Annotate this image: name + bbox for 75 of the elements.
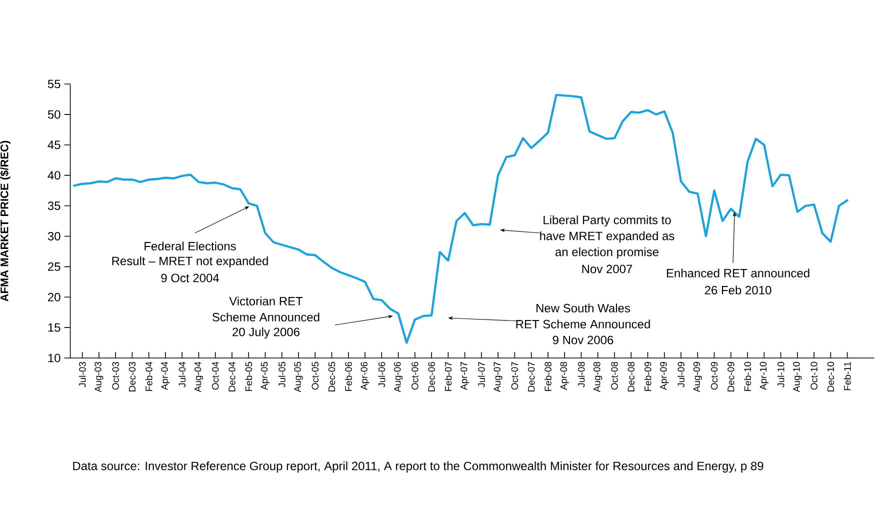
x-tick-label: Aug-06 [394,362,403,392]
x-tick-label: Aug-03 [94,362,104,392]
y-tick-label: 15 [48,323,60,332]
x-tick-label: Feb-07 [444,362,452,391]
y-tick-label: 45 [48,140,60,150]
x-tick-label: Dec-05 [328,362,336,392]
x-tick-label: Jul-10 [777,362,784,388]
x-tick-label: Dec-04 [228,362,236,392]
x-tick-label: Aug-07 [494,362,502,392]
x-tick-label: Jul-09 [678,362,684,388]
x-tick-label: Aug-08 [594,362,602,392]
x-tick-label: Jul-04 [178,362,186,388]
x-tick-label: Dec-06 [428,362,435,392]
x-tick-label: Dec-09 [728,362,734,392]
x-tick-label: Dec-10 [827,362,834,392]
x-tick-label: Oct-10 [810,362,818,390]
y-tick-label: 55 [48,80,60,88]
annotation: Result – MRET not expanded [112,256,268,268]
x-tick-label: Oct-04 [212,362,219,390]
y-tick-label: 25 [48,262,60,271]
x-tick-label: Dec-08 [628,362,634,392]
annotation: Victorian RET [229,296,303,306]
x-tick-label: Apr-06 [360,362,370,390]
annotation: 9 Nov 2006 [552,336,614,344]
x-tick-label: Apr-05 [260,362,270,390]
x-tick-label: Apr-10 [760,362,768,390]
x-tick-label: Dec-07 [528,362,535,392]
x-tick-label: Jul-06 [378,362,386,388]
x-tick-label: Oct-08 [611,362,618,390]
x-tick-label: Oct-07 [511,362,518,390]
x-tick-label: Aug-10 [793,362,802,392]
annotation: an election promise [555,247,658,259]
annotation: 20 July 2006 [232,327,300,339]
y-tick-label: 50 [48,110,60,119]
x-tick-label: Oct-06 [412,362,418,390]
annotation: Nov 2007 [582,264,632,274]
annotation: RET Scheme Announced [516,320,650,328]
x-tick-label: Feb-08 [544,362,552,391]
annotation: Enhanced RET announced [666,268,810,278]
x-tick-label: Jul-03 [78,362,86,388]
annotation: 26 Feb 2010 [704,286,772,294]
x-tick-label: Oct-09 [710,362,718,390]
y-tick-label: 20 [48,292,60,302]
y-tick-label: 40 [48,171,60,180]
x-tick-label: Feb-10 [744,362,752,391]
x-tick-label: Oct-05 [312,362,319,390]
line-series [72,94,848,344]
source-note: Data source: Investor Reference Group report, April 2011, A report to the Commonwealth Minister for Resources and Energy, p 89 [73,461,764,473]
annotation: have MRET expanded as [540,231,674,243]
x-tick-label: Aug-09 [693,362,702,392]
y-axis-title: AFMA MARKET PRICE ($/REC) [0,140,10,302]
x-tick-label: Feb-09 [644,362,652,391]
x-tick-label: Feb-04 [145,362,152,391]
x-tick-label: Jul-08 [578,362,585,388]
x-tick-label: Aug-04 [194,362,204,392]
annotation: 9 Oct 2004 [161,274,219,282]
x-tick-label: Jul-07 [478,362,485,388]
y-tick-label: 30 [48,232,60,240]
x-tick-label: Oct-03 [112,362,119,390]
x-tick-label: Feb-06 [344,362,352,391]
annotation: New South Wales [536,304,630,312]
x-tick-label: Apr-09 [660,362,669,390]
annotation: Scheme Announced [212,312,320,322]
x-tick-label: Aug-05 [294,362,303,392]
x-tick-label: Feb-11 [844,362,851,390]
x-tick-label: Apr-04 [161,362,170,390]
y-tick-label: 10 [48,354,60,362]
annotation: Federal Elections [144,242,236,250]
x-tick-label: Apr-07 [460,362,470,390]
x-tick-label: Dec-03 [128,362,136,392]
y-tick-label: 35 [48,202,60,210]
annotation: Liberal Party commits to [544,215,671,227]
x-tick-label: Feb-05 [245,362,252,391]
x-tick-label: Jul-05 [278,362,286,388]
x-tick-label: Apr-08 [560,362,569,390]
